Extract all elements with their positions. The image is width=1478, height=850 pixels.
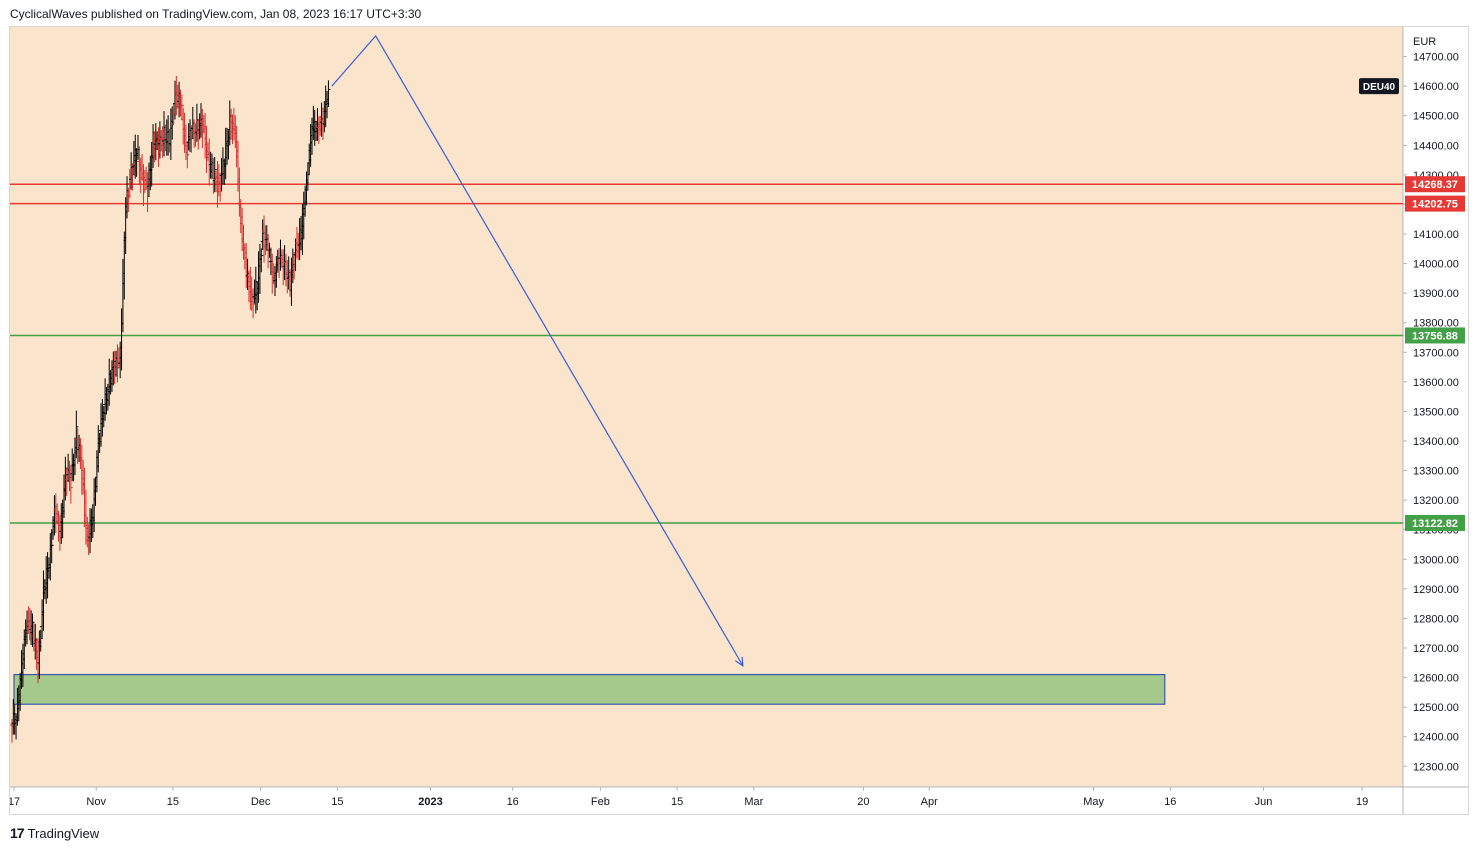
y-tick-label: 13500.00 xyxy=(1413,406,1459,418)
symbol-badge xyxy=(1359,78,1399,95)
x-tick-label: Dec xyxy=(251,796,271,808)
x-tick-label: 16 xyxy=(507,796,519,808)
y-tick-label: 13000.00 xyxy=(1413,554,1459,566)
x-tick-label: Feb xyxy=(591,796,610,808)
x-tick-label: Apr xyxy=(921,796,938,808)
level-price-label: 13122.82 xyxy=(1412,518,1458,530)
y-tick-label: 13900.00 xyxy=(1413,288,1459,300)
x-tick-label: May xyxy=(1083,796,1104,808)
symbol-badge-label: DEU40 xyxy=(1363,82,1396,93)
y-tick-label: 12500.00 xyxy=(1413,702,1459,714)
level-price-label: 14268.37 xyxy=(1412,179,1458,191)
y-tick-label: 12800.00 xyxy=(1413,613,1459,625)
x-tick-label: 15 xyxy=(331,796,343,808)
x-tick-label: 20 xyxy=(857,796,869,808)
currency-label: EUR xyxy=(1413,36,1436,48)
y-tick-label: 13700.00 xyxy=(1413,347,1459,359)
y-tick-label: 14500.00 xyxy=(1413,111,1459,123)
demand-zone[interactable] xyxy=(13,674,1166,705)
y-tick-label: 13800.00 xyxy=(1413,318,1459,330)
price-chart[interactable]: EUR 12300.00 12400.00 12500.00 12600.00 12700… xyxy=(10,27,1468,814)
tradingview-logo-icon: 17 xyxy=(10,825,25,841)
chart-frame[interactable]: EUR 12300.00 12400.00 12500.00 12600.00 12700… xyxy=(9,26,1469,815)
x-tick-label: 16 xyxy=(1164,796,1176,808)
level-price-badge xyxy=(1405,176,1465,193)
x-tick-label: Nov xyxy=(86,796,106,808)
y-tick-label: 12900.00 xyxy=(1413,584,1459,596)
level-price-label: 13756.88 xyxy=(1412,330,1458,342)
y-tick-label: 13300.00 xyxy=(1413,466,1459,478)
x-tick-label: 17 xyxy=(10,796,20,808)
x-tick-label: Mar xyxy=(744,796,763,808)
y-tick-label: 13600.00 xyxy=(1413,377,1459,389)
x-tick-label: 19 xyxy=(1356,796,1368,808)
brand-name: TradingView xyxy=(27,825,100,841)
y-tick-label: 14400.00 xyxy=(1413,140,1459,152)
footer: 17 TradingView xyxy=(10,825,99,841)
x-tick-label: 15 xyxy=(671,796,683,808)
projection-path[interactable] xyxy=(331,34,744,667)
level-price-label: 14202.75 xyxy=(1412,199,1458,211)
projection-arrowhead-icon xyxy=(735,656,744,667)
y-tick-label: 14700.00 xyxy=(1413,52,1459,64)
x-tick-label: Jun xyxy=(1255,796,1273,808)
y-tick-label: 14100.00 xyxy=(1413,229,1459,241)
plot-background xyxy=(10,27,1403,787)
x-tick-label: 2023 xyxy=(418,796,442,808)
y-tick-label: 13400.00 xyxy=(1413,436,1459,448)
publish-info: CyclicalWaves published on TradingView.c… xyxy=(10,7,422,21)
y-tick-label: 12400.00 xyxy=(1413,732,1459,744)
level-price-badge xyxy=(1405,514,1465,531)
level-price-badge xyxy=(1405,195,1465,212)
y-tick-label: 14600.00 xyxy=(1413,81,1459,93)
y-tick-label: 12300.00 xyxy=(1413,761,1459,773)
y-tick-label: 13200.00 xyxy=(1413,495,1459,507)
x-tick-label: 15 xyxy=(167,796,179,808)
level-price-badge xyxy=(1405,327,1465,344)
y-tick-label: 12600.00 xyxy=(1413,673,1459,685)
y-tick-label: 12700.00 xyxy=(1413,643,1459,655)
y-tick-label: 14000.00 xyxy=(1413,259,1459,271)
